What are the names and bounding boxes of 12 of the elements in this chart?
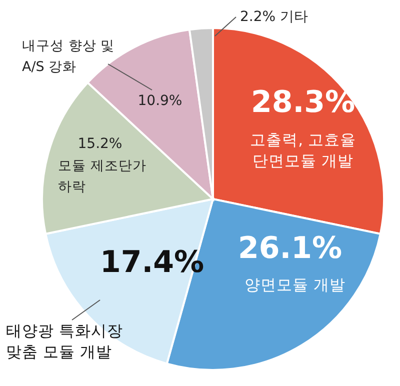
data-label: 10.9% xyxy=(138,93,182,109)
data-label: 28.3% xyxy=(250,85,356,120)
slice-label: 태양광 특화시장 맞춤 모듈 개발 xyxy=(6,322,123,361)
data-label: 15.2% xyxy=(78,136,122,152)
data-label: 17.4% xyxy=(100,245,204,280)
slice-label: 양면모듈 개발 xyxy=(244,276,346,294)
data-label: 26.1% xyxy=(238,231,342,266)
slice-label: 고출력, 고효율 단면모듈 개발 xyxy=(250,131,356,170)
slice-label: 내구성 향상 및 A/S 강화 xyxy=(22,38,115,75)
slice-label: 모듈 제조단가 하락 xyxy=(58,158,146,195)
data-label: 2.2% xyxy=(240,9,276,25)
slice-label: 기타 xyxy=(280,9,308,25)
